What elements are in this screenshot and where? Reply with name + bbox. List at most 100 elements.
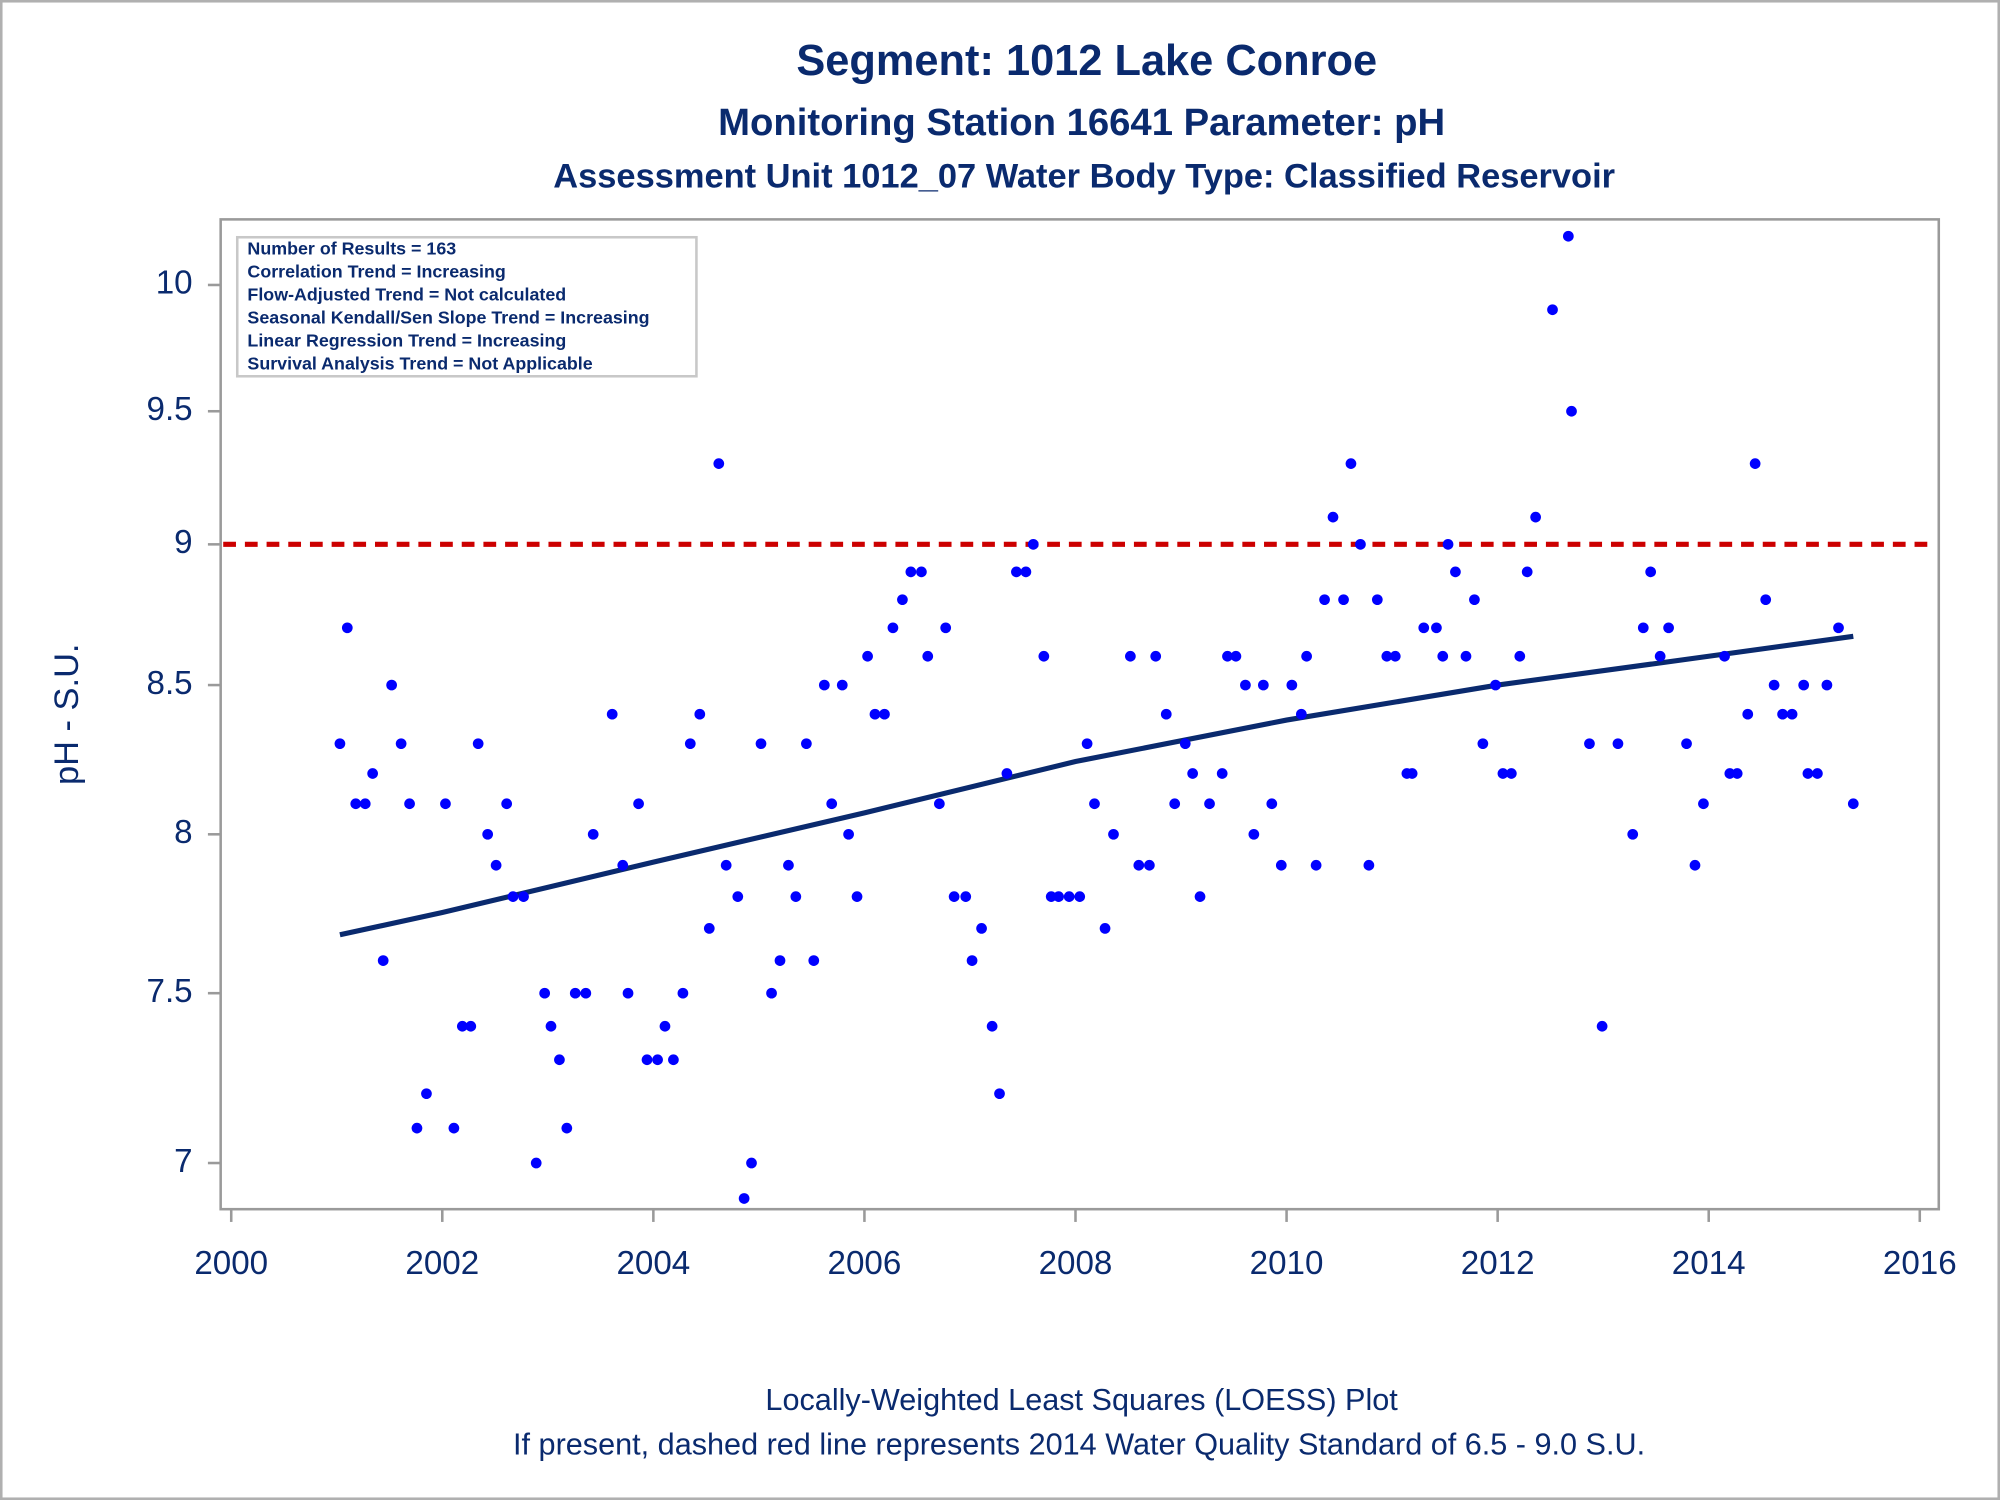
data-point [1389, 650, 1401, 662]
data-point [994, 1088, 1005, 1100]
data-point [1222, 650, 1233, 662]
data-point [1418, 622, 1430, 634]
data-point [652, 1054, 663, 1066]
x-tick-label: 2014 [1672, 1245, 1746, 1282]
data-point [1506, 768, 1517, 779]
data-point [668, 1054, 679, 1066]
data-point [490, 859, 502, 871]
data-point [948, 891, 960, 902]
data-point [1521, 566, 1533, 578]
data-point [808, 955, 820, 966]
data-point [377, 955, 389, 966]
data-point [1371, 594, 1383, 606]
data-point [826, 798, 838, 810]
data-point [1355, 538, 1366, 550]
data-point [1469, 594, 1480, 606]
data-point [1821, 679, 1833, 691]
data-point [622, 987, 634, 999]
data-point [539, 987, 551, 999]
data-point [501, 798, 513, 810]
data-point [1663, 622, 1674, 634]
data-point [1081, 738, 1093, 750]
data-point [1230, 650, 1242, 662]
data-point [606, 708, 618, 720]
data-point [1169, 798, 1181, 810]
data-point [440, 798, 451, 810]
data-point [1689, 859, 1701, 871]
data-point [738, 1193, 750, 1204]
data-point [1731, 768, 1743, 779]
data-point [1490, 679, 1501, 691]
chart-subtitle: Monitoring Station 16641 Parameter: pH [718, 101, 1445, 144]
data-point [1038, 650, 1050, 662]
data-point [1286, 679, 1298, 691]
stats-box [235, 235, 698, 378]
x-tick-label: 2002 [405, 1245, 479, 1282]
data-point [350, 798, 362, 810]
data-point [1612, 738, 1624, 750]
data-point [341, 622, 353, 634]
data-point [1266, 798, 1278, 810]
data-point [507, 891, 519, 902]
data-point [1363, 859, 1375, 871]
data-point [818, 679, 830, 691]
data-point [746, 1157, 757, 1169]
data-point [1681, 738, 1692, 750]
data-point [633, 798, 644, 810]
y-tick-label: 7.5 [147, 973, 193, 1010]
stats-box-line: Seasonal Kendall/Sen Slope Trend = Incre… [247, 308, 649, 328]
data-point [1786, 708, 1798, 720]
data-point [1760, 594, 1772, 606]
data-point [659, 1020, 671, 1032]
y-axis-label: pH - S.U. [48, 644, 86, 786]
data-point [1345, 458, 1357, 469]
y-tick-label: 8 [174, 814, 192, 851]
data-point [1724, 768, 1736, 779]
data-point [1530, 511, 1541, 523]
data-point [1627, 828, 1639, 840]
stats-box-line: Linear Regression Trend = Increasing [247, 331, 566, 351]
data-point [1295, 708, 1307, 720]
y-tick-label: 10 [156, 265, 193, 302]
y-tick-label: 9.5 [147, 391, 193, 428]
data-point [801, 738, 812, 750]
data-point [367, 768, 378, 779]
data-point [561, 1122, 573, 1134]
data-point [545, 1020, 557, 1032]
data-point [1187, 768, 1198, 779]
data-point [1437, 650, 1449, 662]
data-point [1645, 566, 1657, 578]
data-point [677, 987, 689, 999]
data-point [1133, 859, 1145, 871]
data-point [1749, 458, 1761, 469]
data-point [1637, 622, 1649, 634]
data-point [986, 1020, 998, 1032]
data-point [1150, 650, 1162, 662]
data-point [694, 708, 706, 720]
x-tick-label: 2012 [1461, 1245, 1535, 1282]
data-point [1248, 828, 1260, 840]
x-tick-label: 2004 [616, 1245, 690, 1282]
data-point [1406, 768, 1418, 779]
data-point [386, 679, 397, 691]
data-point [766, 987, 777, 999]
data-point [940, 622, 952, 634]
data-point [869, 708, 881, 720]
data-point [411, 1122, 423, 1134]
data-point [1833, 622, 1844, 634]
stats-box-line: Flow-Adjusted Trend = Not calculated [247, 285, 566, 305]
data-point [966, 955, 978, 966]
data-point [1301, 650, 1312, 662]
y-tick-label: 9 [174, 524, 192, 561]
data-point [1338, 594, 1349, 606]
data-point [1179, 738, 1191, 750]
data-point [1381, 650, 1393, 662]
data-point [887, 622, 899, 634]
data-point [448, 1122, 460, 1134]
data-point [641, 1054, 653, 1066]
data-point [334, 738, 346, 750]
data-point [1514, 650, 1526, 662]
data-point [1053, 891, 1064, 902]
data-point [1310, 859, 1322, 871]
